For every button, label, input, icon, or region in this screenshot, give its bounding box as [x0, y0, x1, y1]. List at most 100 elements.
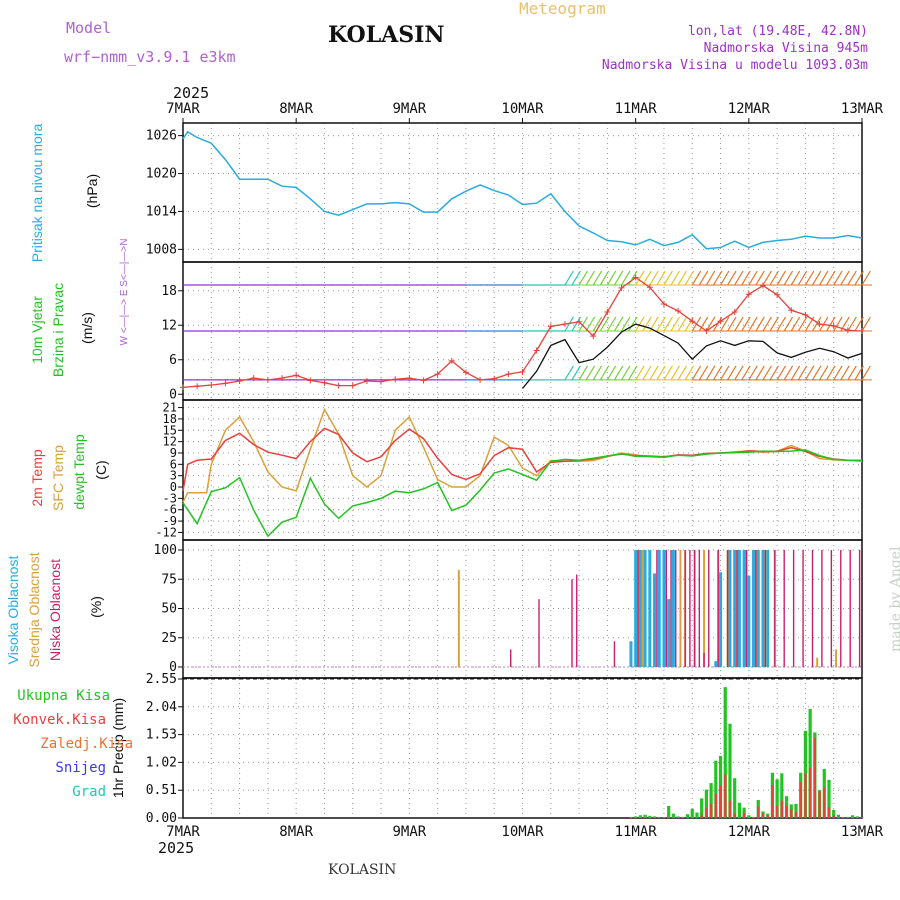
- cloud-unit: (%): [88, 596, 104, 618]
- precip-bar-1: [719, 785, 722, 818]
- wind-barb: [663, 365, 673, 381]
- wind-speed-point: [731, 309, 738, 316]
- precip-bar-0: [671, 813, 675, 818]
- wind-speed-point: [363, 378, 370, 385]
- wind-barb: [769, 316, 779, 332]
- y-tick-label: 12: [161, 318, 177, 333]
- precip-bar-0: [827, 779, 831, 818]
- wind-speed-point: [208, 382, 215, 389]
- y-tick-label: 2.04: [146, 700, 177, 715]
- wind-barb: [698, 365, 709, 381]
- wind-barb: [578, 365, 588, 381]
- x-tick-label-top: 11MAR: [615, 101, 658, 117]
- wind-barb: [656, 270, 666, 286]
- precip-bar-1: [709, 803, 713, 818]
- wind-barb: [734, 365, 744, 381]
- wind-barb: [705, 365, 716, 381]
- wind-barb: [826, 316, 836, 332]
- wind-barb: [720, 316, 730, 332]
- wind-barb: [727, 316, 737, 332]
- temp2m-ylabel: 2m Temp: [29, 449, 45, 507]
- wind-speed-point: [774, 291, 781, 298]
- wind-barb: [698, 316, 709, 332]
- wind-barb: [769, 270, 779, 286]
- precip-bar-1: [775, 806, 779, 818]
- precip-bar-1: [780, 800, 784, 818]
- wind-barb: [734, 270, 744, 286]
- wind-barb: [670, 365, 680, 381]
- y-tick-label: 1008: [146, 242, 177, 257]
- x-tick-label-top: 12MAR: [728, 101, 771, 117]
- wind-barb: [748, 270, 758, 286]
- wind-barb: [826, 365, 836, 381]
- wind-barb: [819, 270, 829, 286]
- wind-barb: [677, 316, 688, 332]
- wind-speed-point: [250, 375, 257, 382]
- precip-bar-1: [832, 815, 835, 818]
- wind-speed-point: [420, 377, 427, 384]
- y-tick-label: 1.53: [146, 728, 177, 743]
- sfctemp-ylabel: SFC Temp: [50, 445, 66, 511]
- wind-barb: [585, 365, 596, 381]
- wind-speed-point: [604, 309, 611, 316]
- wind-speed-point: [788, 307, 795, 314]
- x-tick-label-bottom: 10MAR: [501, 824, 544, 840]
- wind-barb: [727, 365, 737, 381]
- y-tick-label: 18: [161, 284, 177, 299]
- y-tick-label: 0.51: [146, 783, 177, 798]
- wind-speed-point: [477, 376, 484, 383]
- precip-bar-1: [757, 806, 760, 818]
- precip-bar-0: [685, 814, 690, 818]
- cloud-mid-ylabel: Srednja Oblacnost: [26, 552, 42, 667]
- precip-panel-frame: [182, 677, 863, 819]
- wind-barb: [776, 365, 787, 381]
- wind-speed-point: [519, 368, 526, 375]
- precip-bar-0: [780, 773, 784, 818]
- y-tick-label: 0: [169, 660, 177, 675]
- wind-barb: [656, 316, 666, 332]
- wind-speed-point: [307, 377, 314, 384]
- wind-ylabel-2: Brzina i Pravac: [50, 283, 66, 377]
- wind-speed-point: [533, 347, 540, 354]
- wind-barb: [776, 270, 787, 286]
- precip-bar-0: [667, 806, 671, 818]
- x-tick-label-bottom: 8MAR: [279, 824, 313, 840]
- wind-barb: [755, 270, 765, 286]
- wind-speed-point: [448, 357, 455, 364]
- wind-barb: [621, 270, 631, 286]
- precip-bar-0: [747, 815, 751, 818]
- precip-bar-0: [855, 816, 859, 818]
- meteogram-subtitle: Meteogram: [519, 0, 606, 18]
- precip-bar-0: [629, 816, 633, 818]
- temp-unit: (C): [93, 460, 109, 479]
- wind-barb: [755, 365, 765, 381]
- wind-speed-point: [703, 328, 710, 334]
- wind-barb: [854, 270, 864, 286]
- precip-bar-0: [832, 809, 836, 818]
- wind-speed-point: [321, 379, 328, 386]
- wind-speed-point: [462, 369, 469, 376]
- wind-barb: [861, 316, 871, 332]
- wind-barb: [783, 270, 794, 286]
- station-elevation: Nadmorska Visina 945m: [703, 41, 868, 56]
- x-tick-label-bottom: 9MAR: [392, 824, 426, 840]
- precip-legend-1: Konvek.Kisa: [13, 712, 106, 728]
- wind-barb: [705, 316, 716, 332]
- wind-barb: [564, 365, 574, 381]
- x-tick-label-top: 7MAR: [166, 101, 200, 117]
- wind-barb: [592, 365, 603, 381]
- wind-speed-point: [618, 284, 625, 291]
- wind-barb: [854, 365, 864, 381]
- wind-speed-point: [392, 376, 399, 383]
- wind-barb: [635, 270, 645, 286]
- wind-barb: [783, 316, 794, 332]
- wind-barb: [847, 365, 857, 381]
- precip-bar-1: [823, 787, 826, 818]
- wind-speed-point: [491, 375, 498, 382]
- wind-barb: [677, 270, 688, 286]
- wind-barb: [854, 316, 864, 332]
- precip-bar-1: [790, 809, 793, 818]
- x-tick-label-top: 9MAR: [392, 101, 426, 117]
- wind-barb: [613, 365, 624, 381]
